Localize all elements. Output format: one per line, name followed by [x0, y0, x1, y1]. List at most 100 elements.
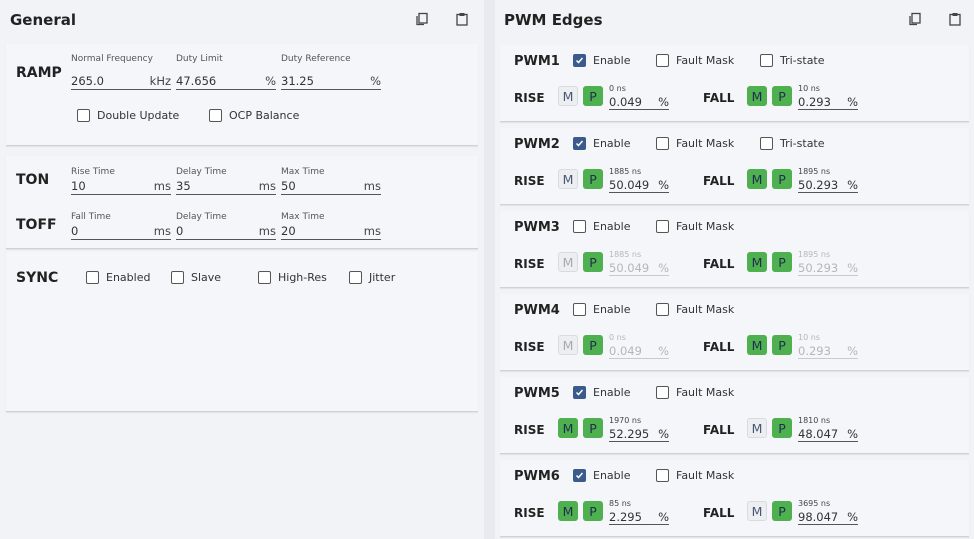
- toff-max-time-label: Max Time: [281, 212, 325, 222]
- fault-mask-checkbox[interactable]: Fault Mask: [656, 386, 734, 399]
- fault-mask-checkbox[interactable]: Fault Mask: [656, 54, 734, 67]
- fall-m-button[interactable]: M: [747, 169, 767, 189]
- rise-time-field[interactable]: 10 ms: [71, 179, 171, 195]
- rise-ns-value: 85 ns: [609, 499, 631, 508]
- fall-m-button[interactable]: M: [747, 86, 767, 106]
- ton-delay-time-field[interactable]: 35 ms: [176, 179, 276, 195]
- sync-jitter-checkbox[interactable]: Jitter: [349, 271, 395, 284]
- fall-p-button[interactable]: P: [772, 501, 792, 521]
- pwm-edges-title: PWM Edges: [504, 11, 603, 29]
- fall-percent-field[interactable]: 0.293%: [798, 344, 858, 359]
- toff-delay-time-label: Delay Time: [176, 212, 227, 222]
- pwm-channel-name: PWM2: [514, 137, 560, 152]
- ton-max-time-field[interactable]: 50 ms: [281, 179, 381, 195]
- rise-percent-field[interactable]: 0.049%: [609, 95, 669, 110]
- fall-m-button[interactable]: M: [747, 418, 767, 438]
- rise-p-button[interactable]: P: [583, 335, 603, 355]
- fault-mask-checkbox[interactable]: Fault Mask: [656, 220, 734, 233]
- rise-m-button[interactable]: M: [558, 335, 578, 355]
- fall-percent-field[interactable]: 48.047%: [798, 427, 858, 442]
- copy-icon[interactable]: [908, 11, 922, 26]
- rise-percent-field[interactable]: 2.295%: [609, 510, 669, 525]
- double-update-checkbox[interactable]: Double Update: [77, 109, 179, 122]
- fall-m-button[interactable]: M: [747, 335, 767, 355]
- normal-frequency-field[interactable]: 265.0 kHz: [71, 74, 171, 90]
- tri-state-checkbox[interactable]: Tri-state: [760, 54, 825, 67]
- duty-reference-label: Duty Reference: [281, 54, 351, 64]
- duty-limit-field[interactable]: 47.656%: [176, 74, 276, 90]
- fault-mask-checkbox[interactable]: Fault Mask: [656, 469, 734, 482]
- fall-m-button[interactable]: M: [747, 501, 767, 521]
- duty-limit-label: Duty Limit: [176, 54, 223, 64]
- rise-p-button[interactable]: P: [583, 252, 603, 272]
- rise-percent-field[interactable]: 50.049%: [609, 261, 669, 276]
- fall-percent-field[interactable]: 98.047%: [798, 510, 858, 525]
- clipboard-icon[interactable]: [455, 11, 469, 26]
- fall-percent-field[interactable]: 50.293%: [798, 261, 858, 276]
- fall-ns-value: 1810 ns: [798, 416, 831, 425]
- fall-p-button[interactable]: P: [772, 86, 792, 106]
- fault-mask-checkbox[interactable]: Fault Mask: [656, 303, 734, 316]
- sync-enabled-checkbox[interactable]: Enabled: [86, 271, 150, 284]
- timing-card: TON Rise Time 10 ms Delay Time 35 ms Max T…: [6, 156, 478, 249]
- fall-p-button[interactable]: P: [772, 418, 792, 438]
- rise-ns-value: 0 ns: [609, 333, 626, 342]
- fault-mask-checkbox[interactable]: Fault Mask: [656, 137, 734, 150]
- sync-high-res-checkbox[interactable]: High-Res: [258, 271, 327, 284]
- ramp-card: RAMP Normal Frequency 265.0 kHz Duty Limi…: [6, 44, 478, 146]
- rise-ns-value: 1885 ns: [609, 167, 642, 176]
- fall-percent-field[interactable]: 50.293%: [798, 178, 858, 193]
- rise-p-button[interactable]: P: [583, 169, 603, 189]
- fall-ns-value: 1895 ns: [798, 250, 831, 259]
- copy-icon[interactable]: [415, 11, 429, 26]
- rise-m-button[interactable]: M: [558, 418, 578, 438]
- fall-label: FALL: [703, 174, 735, 188]
- pwm-channel-name: PWM6: [514, 469, 560, 484]
- pwm-channel-card: PWM5 Enable Fault Mask RISE M P 1970 ns 52.295%…: [500, 377, 969, 454]
- fall-p-button[interactable]: P: [772, 252, 792, 272]
- rise-ns-value: 1970 ns: [609, 416, 642, 425]
- fall-m-button[interactable]: M: [747, 252, 767, 272]
- sync-slave-checkbox[interactable]: Slave: [171, 271, 221, 284]
- fall-time-field[interactable]: 0 ms: [71, 224, 171, 240]
- duty-reference-field[interactable]: 31.25%: [281, 74, 381, 90]
- rise-label: RISE: [514, 506, 545, 520]
- enable-checkbox[interactable]: Enable: [573, 220, 630, 233]
- fall-ns-value: 10 ns: [798, 333, 820, 342]
- rise-percent-field[interactable]: 52.295%: [609, 427, 669, 442]
- enable-checkbox[interactable]: Enable: [573, 386, 630, 399]
- fall-percent-field[interactable]: 0.293%: [798, 95, 858, 110]
- rise-m-button[interactable]: M: [558, 252, 578, 272]
- general-title: General: [10, 11, 76, 29]
- ton-label: TON: [16, 172, 50, 188]
- rise-m-button[interactable]: M: [558, 86, 578, 106]
- enable-checkbox[interactable]: Enable: [573, 469, 630, 482]
- fall-label: FALL: [703, 423, 735, 437]
- rise-p-button[interactable]: P: [583, 418, 603, 438]
- enable-checkbox[interactable]: Enable: [573, 54, 630, 67]
- fall-p-button[interactable]: P: [772, 169, 792, 189]
- normal-frequency-label: Normal Frequency: [71, 54, 153, 64]
- rise-label: RISE: [514, 91, 545, 105]
- enable-checkbox[interactable]: Enable: [573, 303, 630, 316]
- fall-p-button[interactable]: P: [772, 335, 792, 355]
- pwm-channel-card: PWM6 Enable Fault Mask RISE M P 85 ns 2.295% FAL…: [500, 460, 969, 537]
- toff-delay-time-field[interactable]: 0 ms: [176, 224, 276, 240]
- ocp-balance-checkbox[interactable]: OCP Balance: [209, 109, 299, 122]
- pwm-channel-name: PWM5: [514, 386, 560, 401]
- enable-checkbox[interactable]: Enable: [573, 137, 630, 150]
- ton-max-time-label: Max Time: [281, 167, 325, 177]
- rise-p-button[interactable]: P: [583, 86, 603, 106]
- rise-m-button[interactable]: M: [558, 169, 578, 189]
- toff-label: TOFF: [16, 217, 57, 233]
- rise-label: RISE: [514, 174, 545, 188]
- sync-card: SYNC Enabled Slave High-Res Jitter: [6, 252, 478, 412]
- rise-p-button[interactable]: P: [583, 501, 603, 521]
- rise-m-button[interactable]: M: [558, 501, 578, 521]
- fall-time-label: Fall Time: [71, 212, 111, 222]
- rise-percent-field[interactable]: 0.049%: [609, 344, 669, 359]
- tri-state-checkbox[interactable]: Tri-state: [760, 137, 825, 150]
- rise-percent-field[interactable]: 50.049%: [609, 178, 669, 193]
- toff-max-time-field[interactable]: 20 ms: [281, 224, 381, 240]
- clipboard-icon[interactable]: [948, 11, 962, 26]
